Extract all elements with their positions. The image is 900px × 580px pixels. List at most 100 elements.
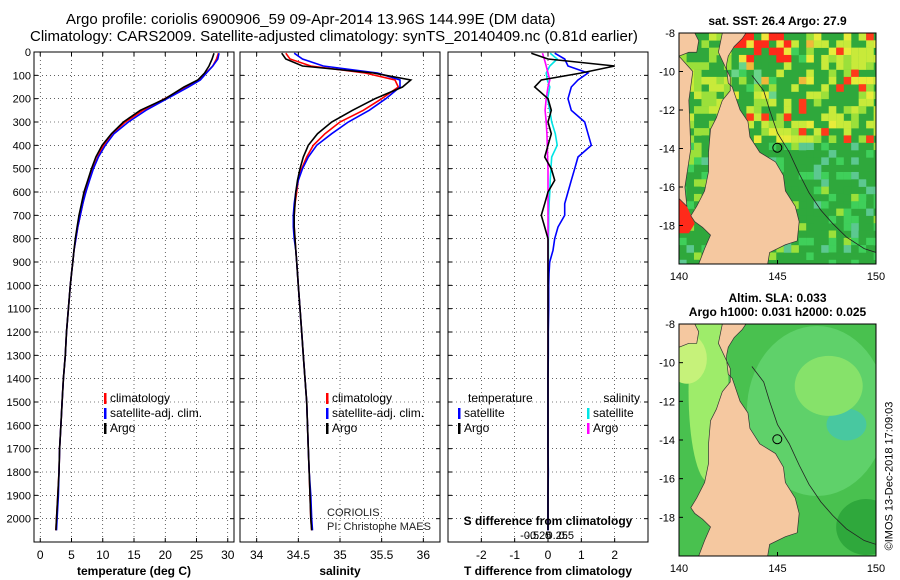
sst-cell xyxy=(791,128,799,136)
sst-cell xyxy=(866,62,874,70)
sst-cell xyxy=(753,91,762,100)
sst-cell xyxy=(843,237,852,246)
sst-cell xyxy=(768,252,777,261)
sst-cell xyxy=(708,91,717,100)
sst-cell xyxy=(843,120,852,129)
map-y-tick-label: -16 xyxy=(659,182,675,194)
x-tick-label: 34.5 xyxy=(287,548,311,562)
map-y-tick-label: -8 xyxy=(665,319,675,331)
sst-cell xyxy=(828,106,837,114)
sst-cell xyxy=(858,135,867,144)
sst-cell xyxy=(693,76,702,85)
sst-cell xyxy=(873,142,876,151)
sst-cell xyxy=(843,76,852,85)
sst-cell xyxy=(798,252,807,261)
sst-cell xyxy=(843,106,852,114)
sst-cell xyxy=(776,252,784,261)
sst-cell xyxy=(828,237,837,246)
map-field xyxy=(679,324,876,556)
sst-cell xyxy=(836,84,844,92)
sst-cell xyxy=(806,223,814,231)
sst-cell xyxy=(753,69,762,78)
sst-cell xyxy=(866,237,874,246)
sst-cell xyxy=(761,33,769,41)
legend-title-salinity: salinity xyxy=(603,391,640,405)
series-line-climatology xyxy=(55,52,220,531)
sst-cell xyxy=(858,91,867,100)
sst-cell xyxy=(806,40,814,48)
legend-item-label: satellite-adj. clim. xyxy=(332,406,424,420)
sst-cell xyxy=(851,186,859,195)
series-group xyxy=(281,52,413,531)
secondary-axis: S difference from climatology -0.5-0.2500… xyxy=(464,514,633,542)
sla-patch xyxy=(836,499,876,555)
sst-cell xyxy=(723,62,732,70)
sst-cell xyxy=(858,201,867,209)
sst-cell xyxy=(686,120,695,129)
sst-cell xyxy=(693,91,702,100)
legend-item-label: Argo xyxy=(332,421,358,435)
sst-cell xyxy=(686,201,695,209)
sst-cell xyxy=(738,54,747,63)
sst-cell xyxy=(798,98,807,107)
sst-cell xyxy=(761,40,769,48)
legend-item-swatch xyxy=(326,423,329,434)
y-tick-label: 2000 xyxy=(7,514,31,526)
sst-cell xyxy=(821,171,829,180)
sst-cell xyxy=(798,84,807,92)
sst-cell xyxy=(806,76,814,85)
x-tick-label: -1 xyxy=(509,548,520,562)
sst-cell xyxy=(866,54,874,63)
y-tick-label: 0 xyxy=(25,47,31,59)
sst-cell xyxy=(679,259,687,264)
sst-cell xyxy=(783,98,792,107)
sst-cell xyxy=(851,259,859,264)
y-tick-label: 1500 xyxy=(7,397,31,409)
sst-cell xyxy=(858,142,867,151)
sst-cell xyxy=(843,215,852,224)
sst-cell xyxy=(836,113,844,122)
sst-cell xyxy=(821,62,829,70)
sst-cell xyxy=(873,193,876,202)
sst-cell xyxy=(828,201,837,209)
x-tick-label: 25 xyxy=(190,548,204,562)
sst-cell xyxy=(813,208,822,217)
map-y-tick-label: -10 xyxy=(659,358,675,370)
map-y-tick-label: -10 xyxy=(659,67,675,79)
sst-cell xyxy=(701,91,710,100)
y-tick-label: 1200 xyxy=(7,327,31,339)
sst-cell xyxy=(708,106,717,114)
sst-cell xyxy=(828,47,837,56)
sst-cell xyxy=(851,179,859,187)
sst-cell xyxy=(821,223,829,231)
y-tick-label: 1300 xyxy=(7,350,31,362)
sst-cell xyxy=(738,40,747,48)
sst-cell xyxy=(866,98,874,107)
sst-cell xyxy=(828,245,837,253)
y-tick-label: 1100 xyxy=(7,304,31,316)
series-group xyxy=(531,52,615,531)
map-sla: -8 -10 -12 -14 -16 -18 140 145 150 Altim. SLA: 0.… xyxy=(659,291,885,575)
sst-cell xyxy=(821,142,829,151)
sst-cell xyxy=(866,40,874,48)
legend-difference: temperature salinitysatelliteArgosatellit… xyxy=(458,391,640,435)
sst-cell xyxy=(791,84,799,92)
map-y-tick-label: -18 xyxy=(659,512,675,524)
sst-cell xyxy=(753,76,762,85)
sst-cell xyxy=(686,113,695,122)
legend-item-swatch xyxy=(326,408,329,419)
sst-cell xyxy=(873,215,876,224)
sst-cell xyxy=(738,69,747,78)
land-new-guinea xyxy=(679,324,700,348)
sst-cell xyxy=(708,54,717,63)
sst-cell xyxy=(806,91,814,100)
sst-cell xyxy=(806,54,814,63)
sst-cell xyxy=(851,120,859,129)
legend-item-swatch xyxy=(326,393,329,404)
sst-cell xyxy=(873,186,876,195)
warm-patch xyxy=(679,198,695,234)
sst-cell xyxy=(858,237,867,246)
map-y-tick-label: -8 xyxy=(665,28,675,40)
map-field xyxy=(679,33,876,264)
sst-cell xyxy=(806,171,814,180)
